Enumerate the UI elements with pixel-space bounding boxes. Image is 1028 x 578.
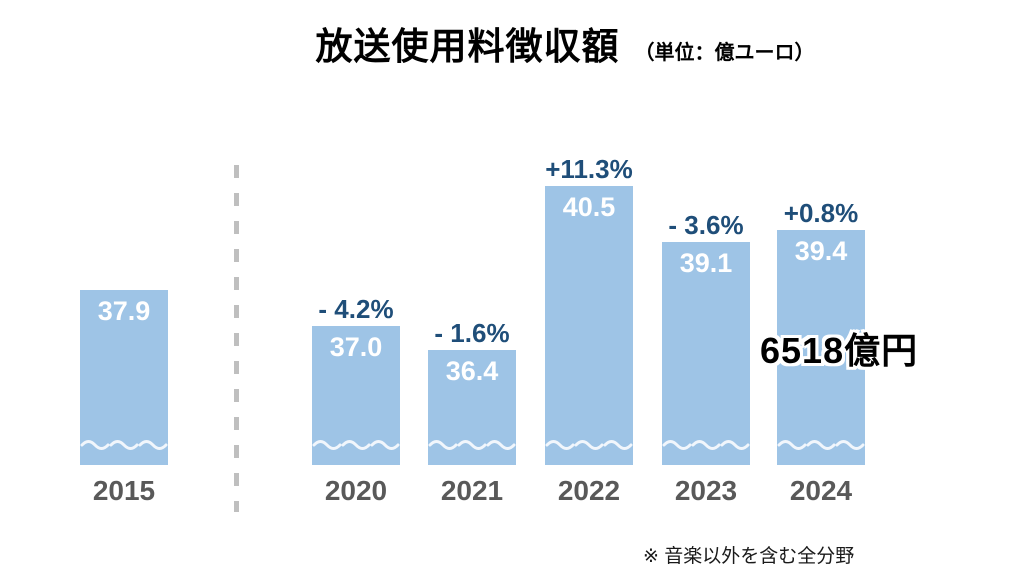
bar-2015: 37.9 bbox=[80, 290, 168, 465]
chart-unit-label: （単位：億ユーロ） bbox=[634, 42, 815, 64]
axis-break-dashed-divider bbox=[234, 165, 239, 512]
bar-value-label-2015: 37.9 bbox=[97, 296, 151, 326]
bar-value-label-2023: 39.1 bbox=[679, 248, 733, 278]
axis-break-wave-icon bbox=[428, 440, 516, 450]
axis-break-wave-icon bbox=[662, 440, 750, 450]
change-label-2020: - 4.2% bbox=[318, 294, 394, 324]
axis-break-wave-icon bbox=[777, 440, 865, 450]
chart-header: 放送使用料徴収額 （単位：億ユーロ） bbox=[0, 16, 1028, 70]
x-axis-label-2024: 2024 bbox=[789, 475, 853, 506]
bar-value-label-2020: 37.0 bbox=[329, 332, 383, 362]
bar-2020: 37.0 bbox=[312, 326, 400, 465]
footnote: ※ 音楽以外を含む全分野 bbox=[643, 546, 855, 567]
bar-value-label-2022: 40.5 bbox=[562, 192, 616, 222]
bar-2024: 39.4 bbox=[777, 230, 865, 465]
bar-value-label-2021: 36.4 bbox=[445, 356, 499, 386]
change-label-2021: - 1.6% bbox=[434, 318, 510, 348]
bar-2023: 39.1 bbox=[662, 242, 750, 465]
yen-total-annotation: 6518億円 bbox=[760, 330, 919, 371]
axis-break-wave-icon bbox=[312, 440, 400, 450]
change-label-2022: +11.3% bbox=[545, 154, 633, 184]
x-axis-label-2015: 2015 bbox=[92, 475, 156, 506]
chart-title: 放送使用料徴収額 bbox=[315, 26, 620, 67]
axis-break-wave-icon bbox=[545, 440, 633, 450]
change-label-2023: - 3.6% bbox=[668, 210, 744, 240]
x-axis-label-2021: 2021 bbox=[440, 475, 504, 506]
change-label-2024: +0.8% bbox=[783, 198, 859, 228]
bar-2021: 36.4 bbox=[428, 350, 516, 465]
x-axis-label-2022: 2022 bbox=[557, 475, 621, 506]
x-axis-label-2020: 2020 bbox=[324, 475, 388, 506]
bar-value-label-2024: 39.4 bbox=[794, 236, 848, 266]
bar-2022: 40.5 bbox=[545, 186, 633, 465]
x-axis-label-2023: 2023 bbox=[674, 475, 738, 506]
axis-break-wave-icon bbox=[80, 440, 168, 450]
